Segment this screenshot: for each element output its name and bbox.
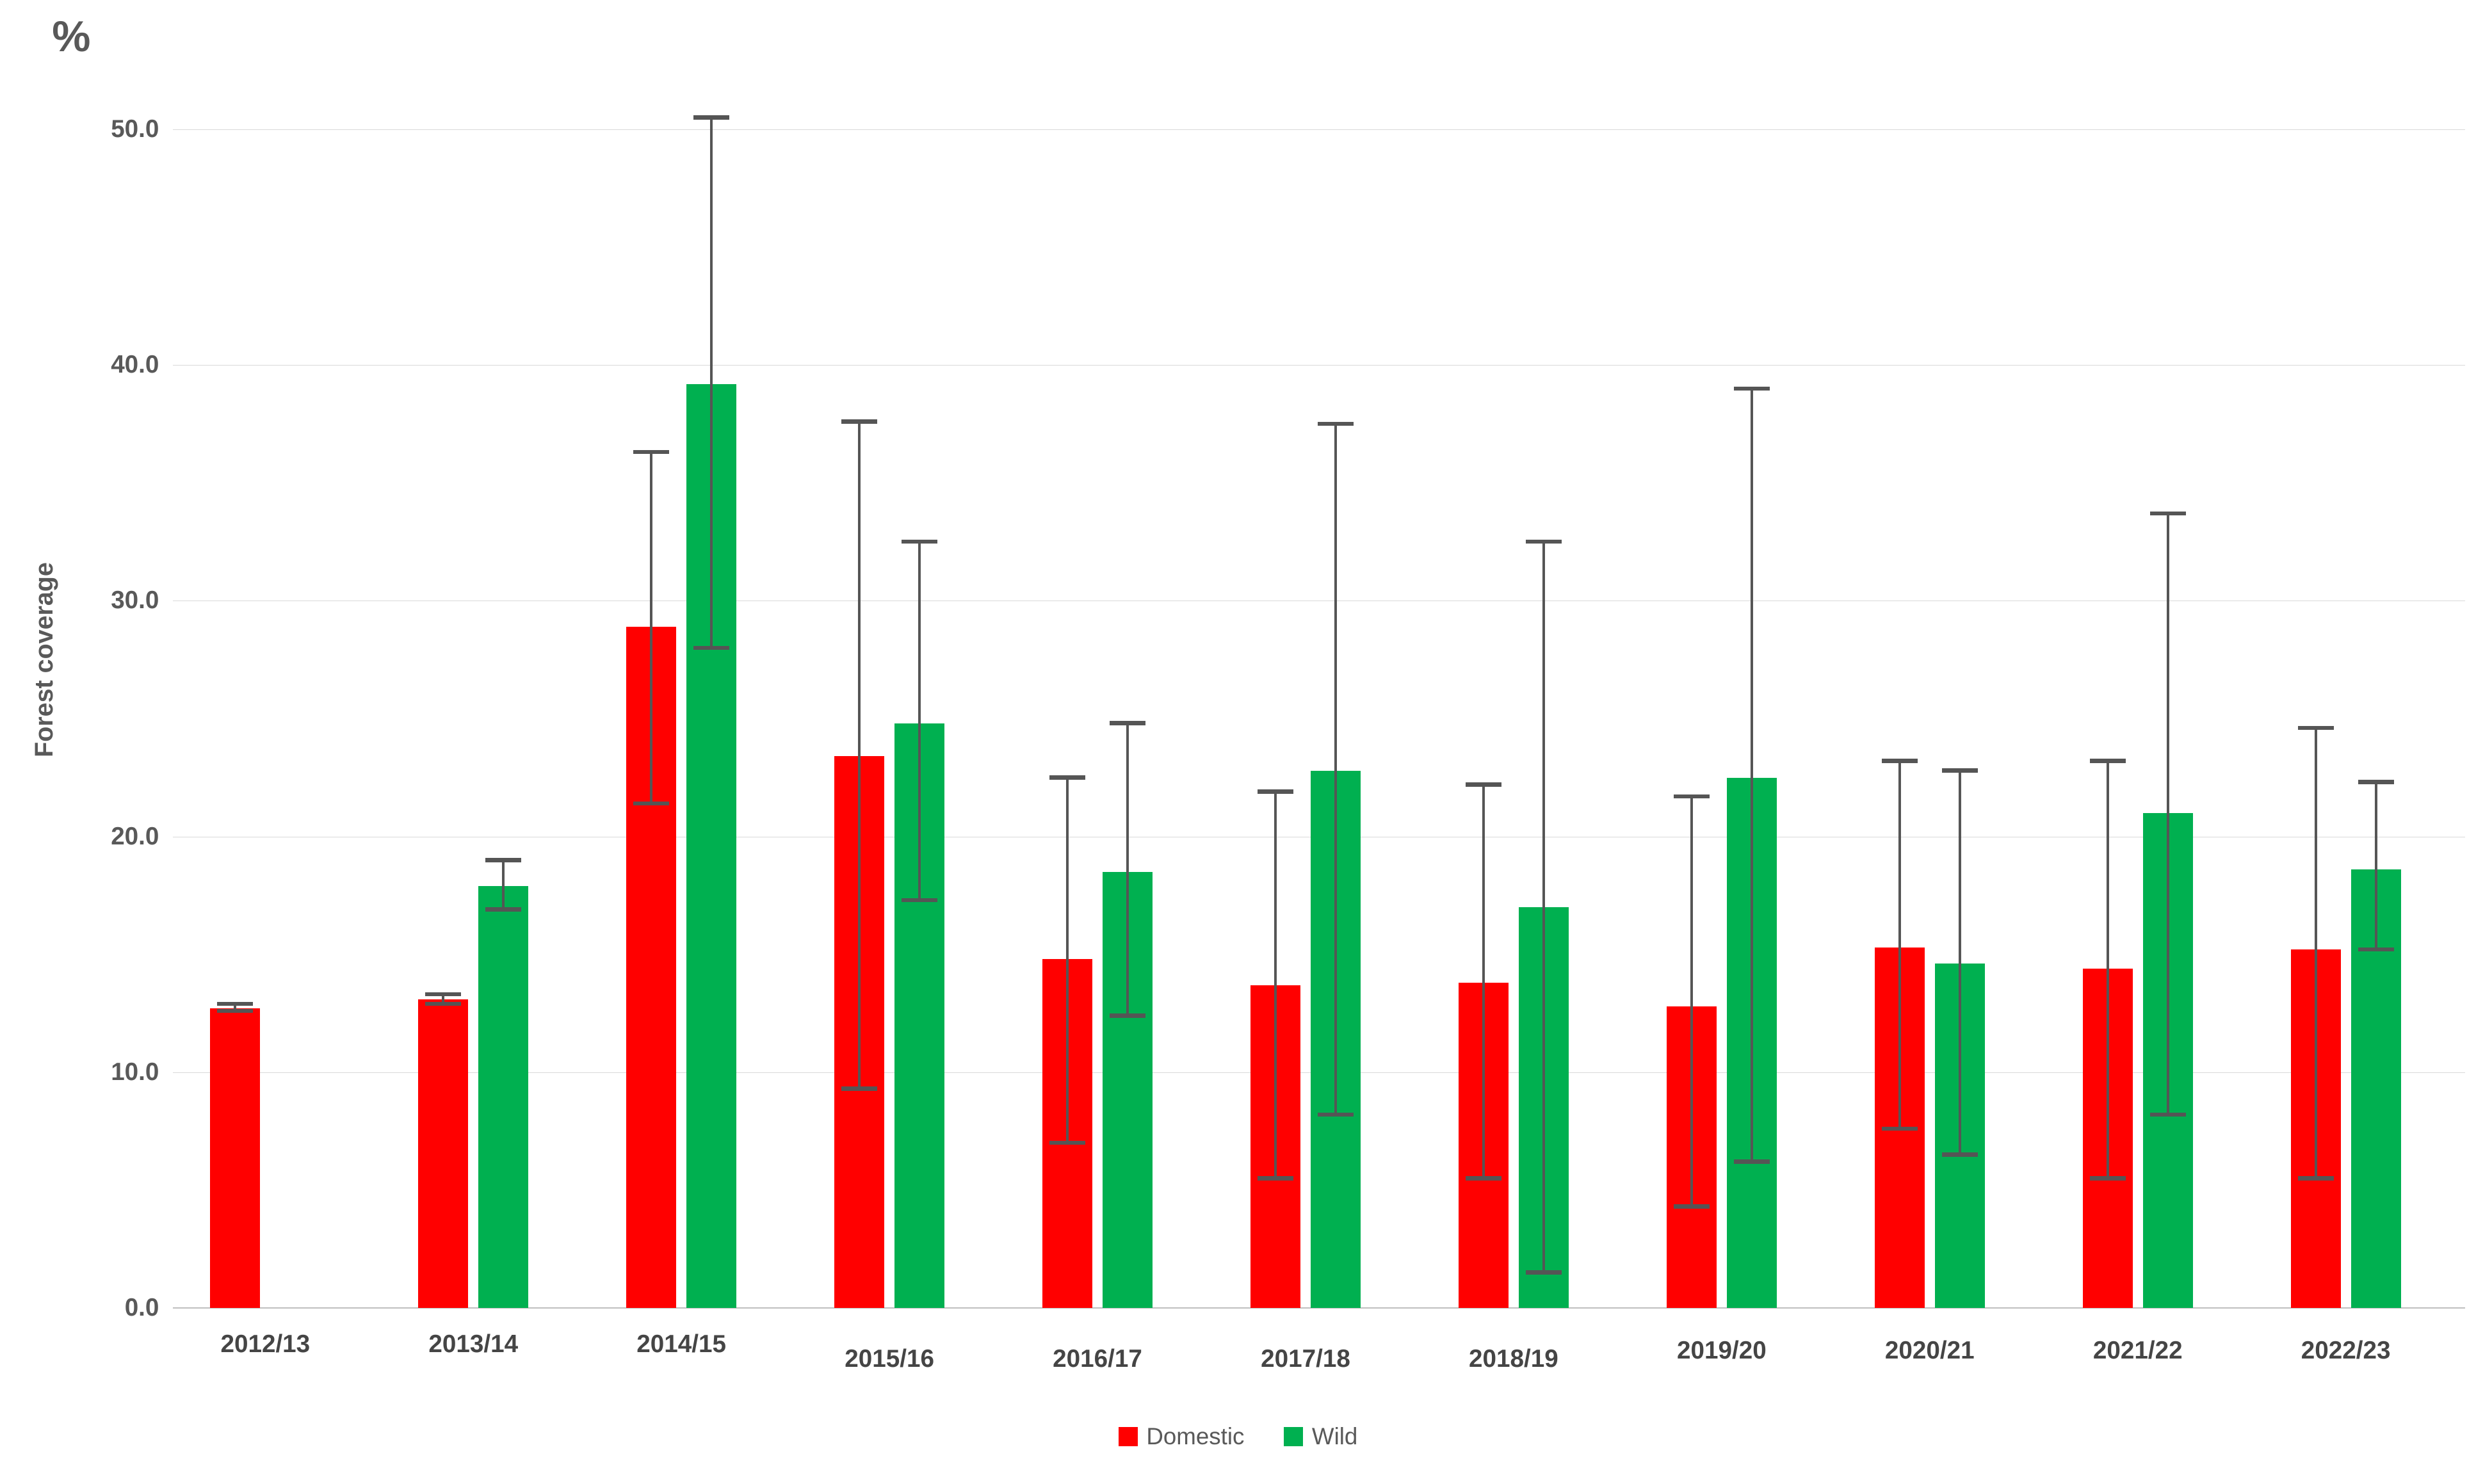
error-bar-wild-2015-16	[918, 542, 921, 901]
y-tick-label: 30.0	[111, 586, 159, 615]
x-tick-label: 2014/15	[636, 1330, 727, 1359]
error-bar-wild-2016-17	[1126, 723, 1129, 1016]
error-bar-domestic-2017-18-top-cap	[1258, 789, 1293, 794]
error-bar-wild-2017-18-bottom-cap	[1318, 1112, 1354, 1117]
legend-swatch-wild	[1284, 1427, 1304, 1447]
error-bar-wild-2016-17-top-cap	[1110, 721, 1145, 725]
error-bar-wild-2013-14-bottom-cap	[485, 907, 522, 912]
x-tick-label: 2020/21	[1884, 1336, 1975, 1364]
error-bar-wild-2014-15-bottom-cap	[693, 645, 730, 650]
error-bar-wild-2018-19	[1542, 542, 1545, 1273]
error-bar-wild-2014-15-top-cap	[693, 115, 730, 120]
error-bar-domestic-2015-16-top-cap	[841, 419, 878, 424]
error-bar-domestic-2019-20-top-cap	[1673, 794, 1710, 799]
error-bar-domestic-2014-15	[650, 452, 653, 804]
error-bar-wild-2015-16-bottom-cap	[902, 898, 938, 903]
error-bar-wild-2021-22-top-cap	[2149, 511, 2186, 516]
error-bar-domestic-2015-16	[858, 421, 861, 1089]
error-bar-domestic-2022-23-top-cap	[2297, 725, 2334, 730]
x-tick-label: 2019/20	[1676, 1336, 1767, 1364]
x-tick-label: 2012/13	[220, 1330, 311, 1359]
x-tick-label: 2021/22	[2092, 1336, 2183, 1364]
error-bar-domestic-2022-23-bottom-cap	[2297, 1176, 2334, 1181]
error-bar-wild-2022-23-top-cap	[2358, 780, 2394, 785]
error-bar-wild-2018-19-top-cap	[1526, 539, 1562, 544]
gridline	[172, 129, 2465, 130]
error-bar-wild-2018-19-bottom-cap	[1526, 1270, 1562, 1275]
error-bar-domestic-2017-18	[1274, 791, 1277, 1179]
error-bar-domestic-2019-20-bottom-cap	[1673, 1204, 1710, 1209]
error-bar-wild-2020-21-top-cap	[1941, 768, 1978, 773]
error-bar-wild-2013-14-top-cap	[485, 857, 522, 862]
x-axis-line	[172, 1307, 2465, 1309]
error-bar-domestic-2012-13-bottom-cap	[217, 1008, 254, 1013]
error-bar-wild-2017-18	[1334, 424, 1338, 1115]
error-bar-domestic-2016-17	[1066, 777, 1069, 1143]
error-bar-wild-2014-15	[710, 117, 713, 649]
unit-label: %	[52, 12, 91, 61]
error-bar-wild-2019-20-bottom-cap	[1733, 1159, 1770, 1164]
error-bar-domestic-2018-19	[1482, 784, 1485, 1179]
error-bar-domestic-2014-15-top-cap	[633, 449, 670, 455]
y-tick-label: 50.0	[111, 115, 159, 143]
y-tick-label: 10.0	[111, 1058, 159, 1086]
error-bar-domestic-2016-17-top-cap	[1049, 775, 1085, 780]
error-bar-domestic-2018-19-bottom-cap	[1466, 1176, 1501, 1181]
error-bar-domestic-2013-14-top-cap	[425, 992, 462, 997]
error-bar-wild-2019-20	[1750, 388, 1753, 1162]
y-tick-label: 20.0	[111, 822, 159, 850]
x-tick-label: 2013/14	[428, 1330, 519, 1359]
plot-area: 50.0 40.0 30.0 20.0 10.0 0.0 2012/13 2013/14 201…	[111, 115, 2465, 1373]
bar-domestic-2012-13	[210, 1008, 261, 1309]
error-bar-domestic-2021-22	[2106, 761, 2109, 1179]
error-bar-domestic-2021-22-top-cap	[2089, 759, 2126, 763]
error-bar-domestic-2019-20	[1690, 796, 1693, 1207]
gridline	[172, 365, 2465, 366]
legend-label-wild: Wild	[1311, 1423, 1358, 1450]
error-bar-wild-2022-23-bottom-cap	[2358, 947, 2394, 952]
error-bar-domestic-2013-14	[442, 994, 445, 1004]
error-bar-wild-2020-21-bottom-cap	[1941, 1152, 1978, 1157]
legend-item-domestic: Domestic	[1118, 1423, 1245, 1450]
y-tick-label: 40.0	[111, 351, 159, 379]
error-bar-domestic-2016-17-bottom-cap	[1049, 1140, 1085, 1145]
error-bar-wild-2020-21	[1958, 770, 1961, 1155]
error-bar-domestic-2020-21-bottom-cap	[1881, 1126, 1918, 1131]
error-bar-domestic-2017-18-bottom-cap	[1258, 1176, 1293, 1181]
bar-wild-2013-14	[478, 885, 529, 1309]
error-bar-domestic-2014-15-bottom-cap	[633, 801, 670, 806]
error-bar-wild-2017-18-top-cap	[1318, 421, 1354, 426]
error-bar-domestic-2022-23	[2314, 728, 2317, 1179]
error-bar-domestic-2021-22-bottom-cap	[2089, 1176, 2126, 1181]
x-tick-label: 2017/18	[1261, 1345, 1350, 1373]
legend-label-domestic: Domestic	[1146, 1423, 1245, 1450]
error-bar-domestic-2012-13	[234, 1004, 237, 1012]
y-axis-title: Forest coverage	[30, 562, 59, 758]
error-bar-domestic-2012-13-top-cap	[217, 1001, 254, 1006]
legend-swatch-domestic	[1118, 1427, 1138, 1447]
error-bar-wild-2021-22	[2166, 513, 2169, 1115]
legend-item-wild: Wild	[1284, 1423, 1357, 1450]
legend: Domestic Wild	[0, 1423, 2476, 1450]
bar-domestic-2013-14	[418, 999, 469, 1309]
error-bar-domestic-2015-16-bottom-cap	[841, 1086, 878, 1091]
error-bar-domestic-2020-21	[1898, 761, 1901, 1129]
x-tick-label: 2018/19	[1469, 1345, 1558, 1373]
error-bar-wild-2022-23	[2374, 782, 2377, 950]
x-tick-label: 2015/16	[845, 1345, 934, 1373]
error-bar-domestic-2018-19-top-cap	[1466, 782, 1501, 787]
error-bar-wild-2019-20-top-cap	[1733, 386, 1770, 391]
x-tick-label: 2016/17	[1053, 1345, 1142, 1373]
error-bar-wild-2013-14	[502, 860, 505, 910]
y-tick-label: 0.0	[124, 1294, 159, 1322]
x-tick-label: 2022/23	[2301, 1336, 2391, 1364]
error-bar-domestic-2020-21-top-cap	[1881, 759, 1918, 763]
error-bar-wild-2015-16-top-cap	[902, 539, 938, 544]
error-bar-wild-2016-17-bottom-cap	[1110, 1013, 1145, 1018]
error-bar-wild-2021-22-bottom-cap	[2149, 1112, 2186, 1117]
error-bar-domestic-2013-14-bottom-cap	[425, 1001, 462, 1006]
